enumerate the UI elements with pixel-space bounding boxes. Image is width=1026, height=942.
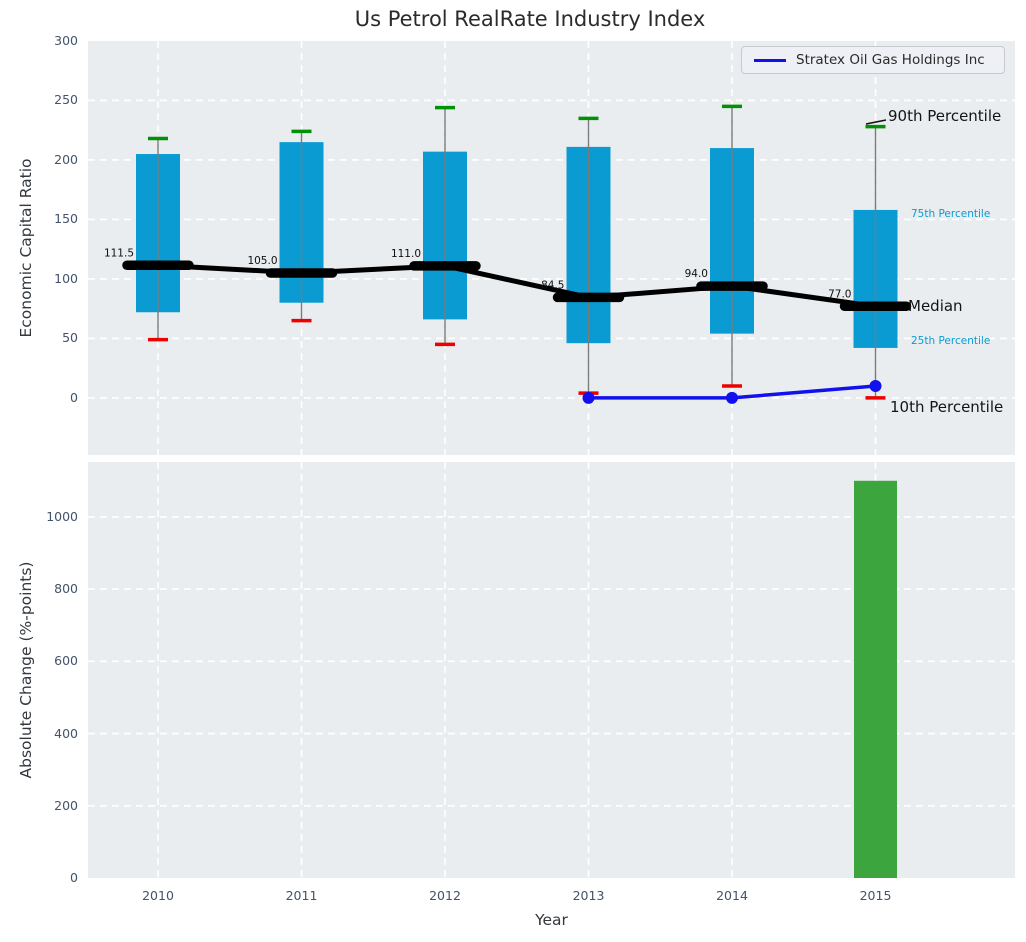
median-line bbox=[158, 265, 876, 306]
top-y-tick-label: 250 bbox=[28, 91, 78, 109]
top-y-tick-label: 100 bbox=[28, 270, 78, 288]
box-plot-canvas: 111.5 105.0 111.0 84.5 94.0 77.0 bbox=[88, 41, 1015, 455]
bottom-y-tick-label: 400 bbox=[28, 725, 78, 743]
bottom-y-tick-label: 600 bbox=[28, 652, 78, 670]
median-value-label: 105.0 bbox=[247, 255, 277, 267]
top-y-tick-label: 150 bbox=[28, 210, 78, 228]
x-axis-label: Year bbox=[88, 911, 1015, 929]
median-value-label: 94.0 bbox=[685, 268, 708, 280]
x-tick-label: 2014 bbox=[702, 887, 762, 905]
top-y-tick-label: 300 bbox=[28, 32, 78, 50]
bottom-y-tick-label: 1000 bbox=[28, 508, 78, 526]
median-value-label: 84.5 bbox=[541, 279, 564, 291]
median-value-label: 77.0 bbox=[828, 288, 851, 300]
bottom-y-tick-label: 800 bbox=[28, 580, 78, 598]
annotation-10th-percentile: 10th Percentile bbox=[890, 398, 1003, 416]
annotation-leader-line bbox=[866, 120, 886, 124]
x-tick-label: 2010 bbox=[128, 887, 188, 905]
median-value-label: 111.0 bbox=[391, 248, 421, 260]
x-tick-label: 2015 bbox=[846, 887, 906, 905]
top-y-tick-label: 0 bbox=[28, 389, 78, 407]
bar-chart-canvas bbox=[88, 462, 1015, 878]
x-tick-label: 2013 bbox=[559, 887, 619, 905]
annotation-90th-percentile: 90th Percentile bbox=[888, 107, 1001, 125]
legend-line-sample-icon bbox=[754, 59, 786, 62]
series-marker-stratex bbox=[726, 392, 738, 404]
chart-title: Us Petrol RealRate Industry Index bbox=[17, 7, 1026, 31]
bar-2015 bbox=[854, 481, 897, 878]
top-y-tick-label: 50 bbox=[28, 329, 78, 347]
series-marker-stratex bbox=[583, 392, 595, 404]
top-plot-area: 111.5 105.0 111.0 84.5 94.0 77.0 bbox=[88, 41, 1015, 455]
annotation-median: Median bbox=[908, 297, 963, 315]
x-tick-label: 2012 bbox=[415, 887, 475, 905]
series-marker-stratex bbox=[870, 380, 882, 392]
median-value-label: 111.5 bbox=[104, 247, 134, 259]
x-tick-label: 2011 bbox=[272, 887, 332, 905]
top-y-tick-label: 200 bbox=[28, 151, 78, 169]
annotation-75th-percentile: 75th Percentile bbox=[911, 208, 990, 220]
bottom-y-tick-label: 0 bbox=[28, 869, 78, 887]
legend-label: Stratex Oil Gas Holdings Inc bbox=[796, 52, 985, 68]
bottom-y-tick-label: 200 bbox=[28, 797, 78, 815]
legend: Stratex Oil Gas Holdings Inc bbox=[741, 46, 1005, 74]
chart-figure: Us Petrol RealRate Industry Index Econom… bbox=[0, 0, 1026, 942]
annotation-25th-percentile: 25th Percentile bbox=[911, 335, 990, 347]
bottom-plot-area bbox=[88, 462, 1015, 878]
